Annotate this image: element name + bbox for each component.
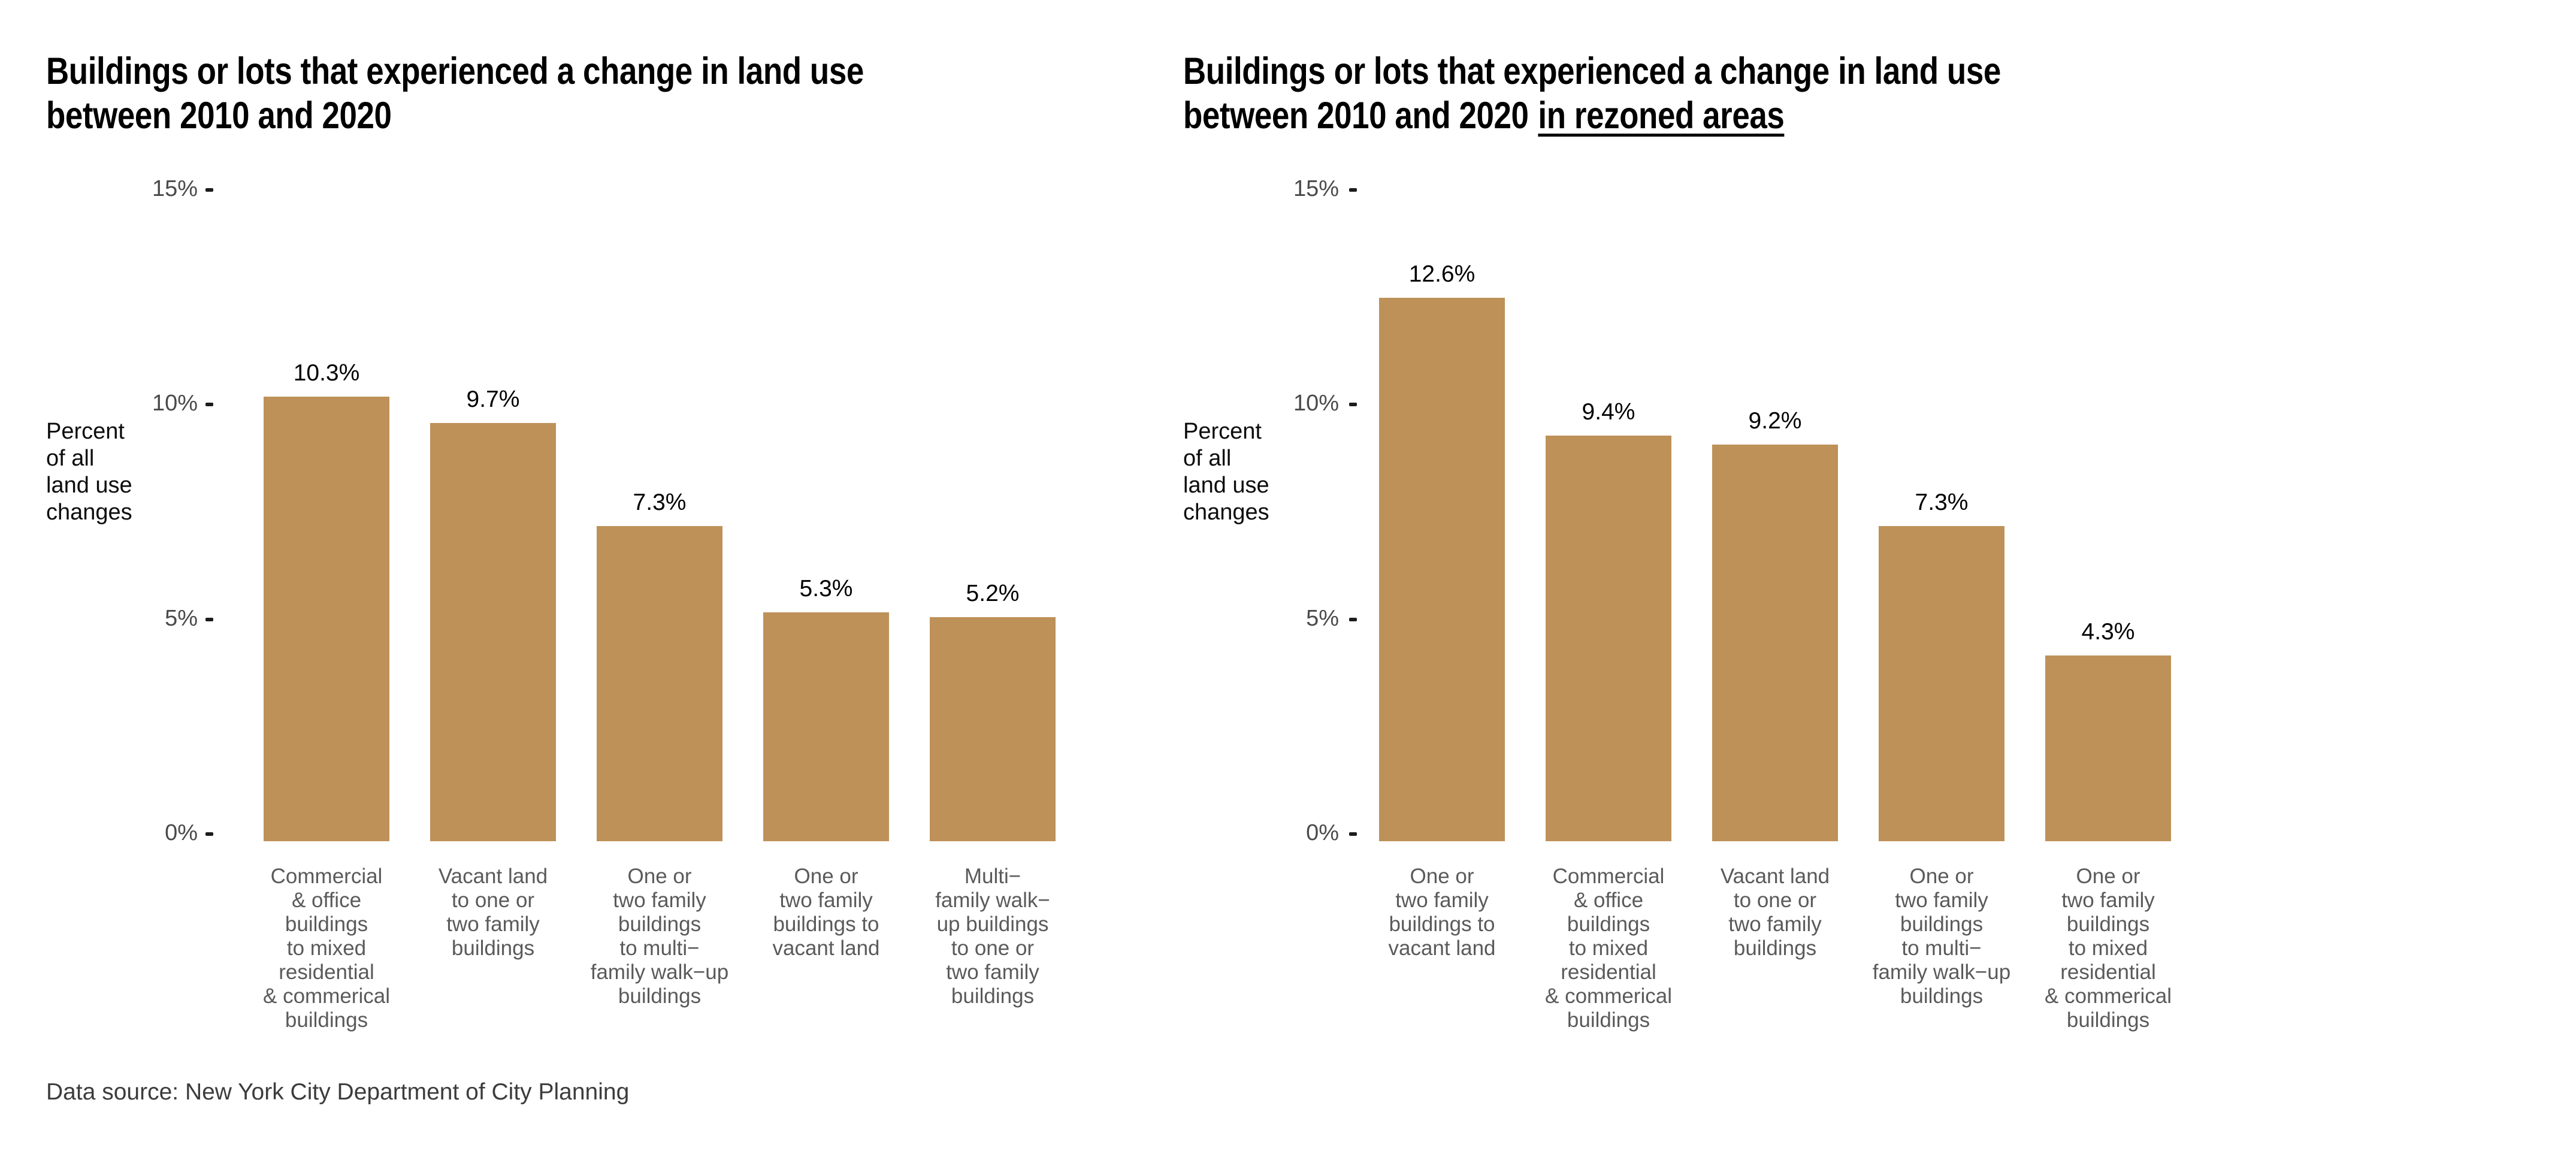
bar: [1546, 436, 1671, 841]
data-source-note: Data source: New York City Department of…: [46, 1079, 630, 1105]
category-label: Commercial & office buildings to mixed r…: [1545, 865, 1672, 1032]
bar-value-label: 12.6%: [1408, 261, 1476, 287]
bar-value-label: 9.4%: [1582, 399, 1635, 425]
category-label: Multi− family walk− up buildings to one …: [935, 865, 1050, 1008]
bar-value-label: 5.3%: [799, 576, 853, 602]
title-line-1: Buildings or lots that experienced a cha…: [46, 50, 864, 92]
bar-value-label: 9.7%: [466, 386, 520, 412]
category-label: One or two family buildings to multi− fa…: [1872, 865, 2011, 1008]
bar: [1379, 298, 1505, 841]
title-underlined-phrase: in rezoned areas: [1538, 95, 1785, 137]
bar-value-label: 4.3%: [2081, 619, 2135, 645]
y-tick-label-15: 15%: [1293, 176, 1339, 201]
y-axis-label: Percent of all land use changes: [46, 419, 132, 525]
y-tick-label-10: 10%: [1293, 391, 1339, 416]
y-tick-mark: [1349, 832, 1357, 836]
bar-value-label: 7.3%: [633, 490, 687, 515]
bar-value-label: 7.3%: [1915, 490, 1969, 515]
y-tick-mark: [1349, 617, 1357, 621]
y-tick-mark: [205, 188, 213, 192]
category-label: One or two family buildings to vacant la…: [772, 865, 880, 960]
bar: [2045, 655, 2171, 841]
y-tick-label-10: 10%: [152, 391, 198, 416]
title-line-2: between 2010 and 2020: [46, 93, 864, 138]
y-tick-mark: [205, 617, 213, 621]
y-tick-label-0: 0%: [1306, 820, 1339, 845]
y-tick-label-15: 15%: [152, 176, 198, 201]
y-tick-mark: [1349, 403, 1357, 406]
category-label: One or two family buildings to vacant la…: [1388, 865, 1496, 960]
y-tick-label-0: 0%: [165, 820, 198, 845]
y-tick-label-5: 5%: [165, 605, 198, 631]
bar-value-label: 9.2%: [1748, 408, 1802, 434]
bar: [264, 397, 389, 841]
chart-title: Buildings or lots that experienced a cha…: [1183, 49, 2001, 138]
title-line-2: between 2010 and 2020 in rezoned areas: [1183, 93, 2001, 138]
bar-value-label: 10.3%: [293, 360, 360, 386]
category-label: One or two family buildings to multi− fa…: [590, 865, 729, 1008]
bar-value-label: 5.2%: [966, 581, 1020, 606]
chart-title: Buildings or lots that experienced a cha…: [46, 49, 864, 138]
y-tick-mark: [1349, 188, 1357, 192]
bar: [597, 526, 722, 841]
category-label: Commercial & office buildings to mixed r…: [263, 865, 390, 1032]
y-tick-mark: [205, 832, 213, 836]
bar: [430, 423, 556, 841]
title-line-2-text: between 2010 and 2020: [46, 95, 392, 137]
category-label: Vacant land to one or two family buildin…: [1720, 865, 1830, 960]
bar: [1879, 526, 2004, 841]
bar: [763, 612, 889, 841]
bar: [1712, 445, 1838, 841]
title-line-2-text: between 2010 and 2020: [1183, 95, 1529, 137]
category-label: Vacant land to one or two family buildin…: [438, 865, 548, 960]
y-axis-label: Percent of all land use changes: [1183, 419, 1269, 525]
bar: [930, 617, 1056, 841]
title-line-1: Buildings or lots that experienced a cha…: [1183, 50, 2001, 92]
category-label: One or two family buildings to mixed res…: [2045, 865, 2172, 1032]
y-tick-label-5: 5%: [1306, 605, 1339, 631]
y-tick-mark: [205, 403, 213, 406]
